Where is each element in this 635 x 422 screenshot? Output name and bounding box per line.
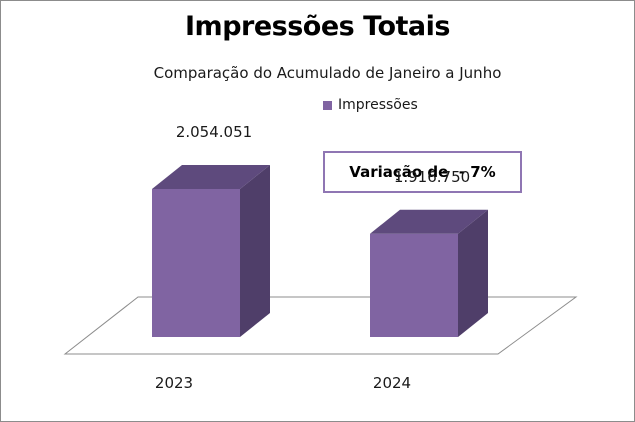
bar-front-2023 (152, 189, 240, 337)
bars-group (152, 165, 488, 337)
chart-title: Impressões Totais (185, 11, 450, 42)
category-label-2024: 2024 (372, 374, 412, 392)
legend-swatch (323, 100, 332, 110)
value-label-2024: 1.916.750 (393, 167, 471, 186)
value-label-2023: 2.054.051 (175, 123, 253, 141)
chart-subtitle: Comparação do Acumulado de Janeiro a Jun… (153, 64, 502, 82)
legend: Impressões (323, 97, 418, 113)
floor-plane (63, 296, 578, 355)
bar-side-2024 (458, 209, 488, 337)
bar-top-2023 (152, 165, 270, 189)
category-label-2023: 2023 (154, 374, 194, 392)
legend-label: Impressões (338, 97, 418, 113)
bar-top-2024 (370, 209, 488, 234)
bar-front-2024 (370, 233, 458, 337)
variation-annotation: Variação de - 7% (323, 151, 522, 193)
bar-side-2023 (240, 165, 270, 337)
